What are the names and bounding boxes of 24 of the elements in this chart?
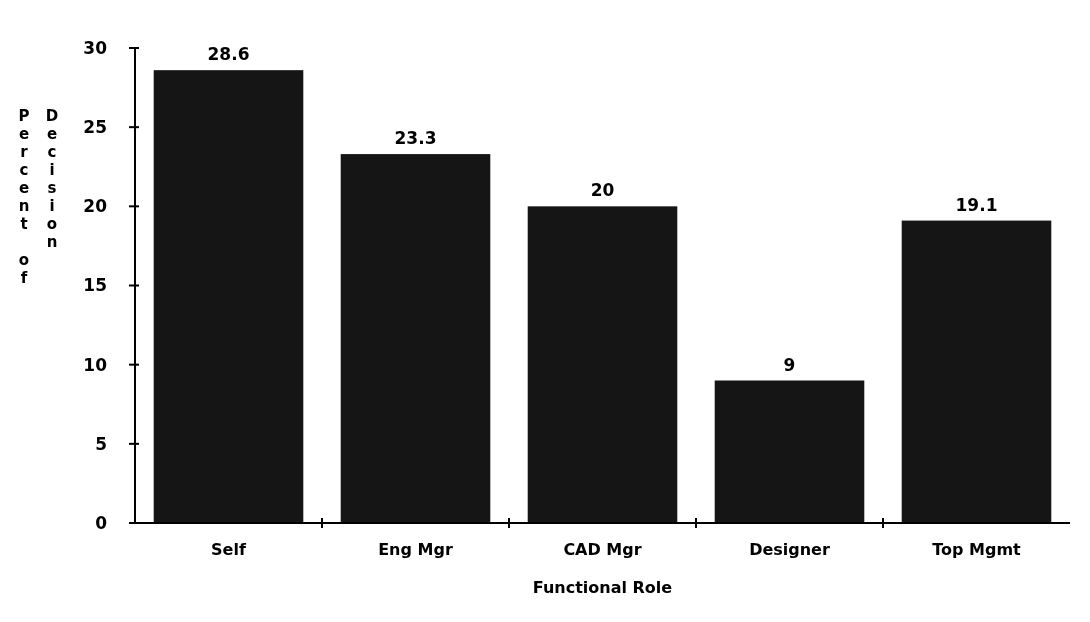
bar — [340, 154, 491, 523]
y-tick-label: 20 — [83, 196, 108, 217]
x-tick-label: Top Mgmt — [932, 540, 1022, 559]
y-tick-label: 10 — [83, 354, 108, 375]
y-tick-label: 25 — [83, 117, 107, 138]
y-tick-label: 0 — [95, 512, 108, 533]
bar — [714, 380, 865, 523]
y-tick-label: 5 — [95, 433, 107, 454]
x-tick-label: Designer — [749, 540, 830, 559]
y-axis-title: Percent of Decision — [14, 107, 62, 290]
data-label: 9 — [783, 354, 796, 375]
data-label: 19.1 — [955, 194, 998, 215]
data-label: 23.3 — [394, 128, 437, 149]
data-label: 20 — [590, 180, 615, 201]
data-label: 28.6 — [207, 44, 250, 65]
y-tick-label: 15 — [83, 275, 107, 296]
bar — [153, 70, 304, 523]
y-tick-label: 30 — [83, 37, 108, 58]
x-tick-label: Eng Mgr — [378, 540, 453, 559]
bar — [527, 206, 678, 523]
bar — [901, 220, 1052, 523]
x-tick-label: CAD Mgr — [563, 540, 642, 559]
x-tick-label: Self — [211, 540, 247, 559]
x-axis-title: Functional Role — [532, 578, 673, 597]
